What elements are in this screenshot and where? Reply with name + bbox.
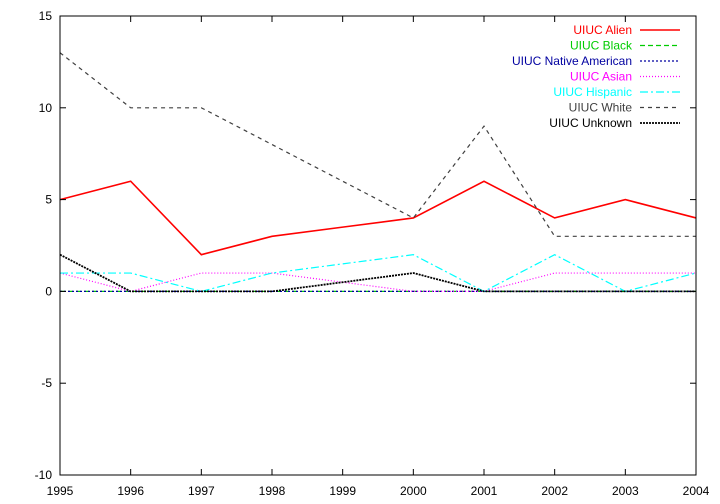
x-tick-label: 1995 [47, 484, 74, 498]
series-line-uiuc-unknown [59, 253, 696, 293]
x-tick-label: 2003 [612, 484, 639, 498]
legend-label: UIUC Alien [573, 23, 632, 37]
legend-label: UIUC Hispanic [553, 85, 632, 99]
y-tick-label: 15 [39, 9, 53, 23]
x-tick-label: 1999 [329, 484, 356, 498]
series-line-uiuc-hispanic [60, 254, 697, 293]
series-layer [59, 52, 697, 293]
plot-frame [59, 15, 697, 476]
x-tick-label: 2004 [683, 484, 710, 498]
x-tick-label: 1997 [188, 484, 215, 498]
series-line-uiuc-white [59, 52, 696, 237]
y-tick-label: -5 [41, 376, 52, 390]
x-tick-label: 2001 [471, 484, 498, 498]
axes-layer [59, 15, 697, 476]
x-tick-label: 2002 [541, 484, 568, 498]
legend-label: UIUC Asian [570, 70, 632, 84]
series-line-uiuc-asian [59, 272, 696, 293]
legend-label: UIUC Black [570, 39, 633, 53]
y-tick-label: 5 [45, 193, 52, 207]
y-tick-label: -10 [35, 468, 53, 482]
series-line-uiuc-alien [59, 180, 697, 256]
legend-label: UIUC Native American [512, 54, 632, 68]
ticks-layer: 1995 1996 1997 1998 1999 2000 2001 2002 2003 2004… [35, 9, 710, 498]
x-tick-label: 2000 [400, 484, 427, 498]
x-tick-label: 1996 [117, 484, 144, 498]
y-tick-label: 0 [45, 284, 52, 298]
y-tick-label: 10 [39, 101, 53, 115]
x-tick-label: 1998 [259, 484, 286, 498]
legend-label: UIUC Unknown [549, 116, 632, 130]
legend-label: UIUC White [569, 101, 633, 115]
